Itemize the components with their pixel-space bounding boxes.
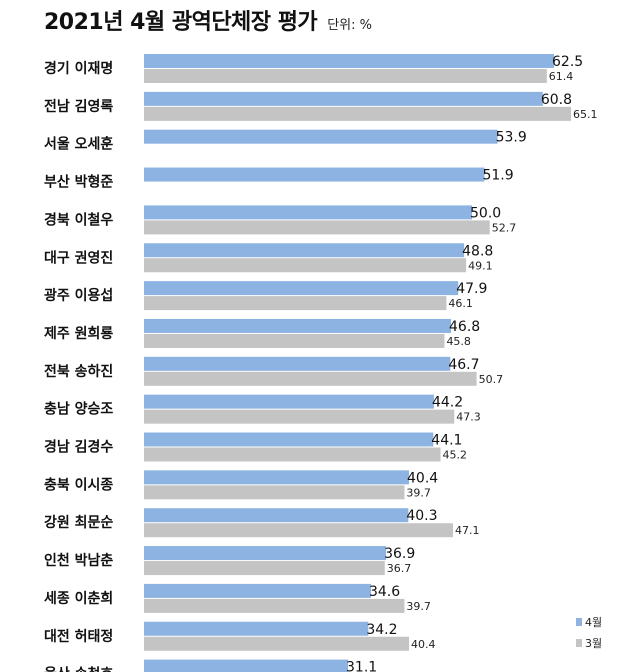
- legend-swatch-march: [576, 639, 582, 647]
- bar-april: [144, 356, 451, 371]
- bar-april: [144, 508, 409, 523]
- data-label-march: 65.1: [573, 108, 598, 121]
- bar-april: [144, 54, 554, 68]
- data-label-april: 40.3: [406, 508, 437, 524]
- data-label-april: 51.9: [482, 168, 513, 184]
- bar-april: [144, 621, 369, 636]
- bar-march: [144, 409, 455, 424]
- bar-april: [144, 281, 459, 296]
- data-label-april: 36.9: [384, 546, 415, 562]
- bar-april: [144, 129, 498, 144]
- data-label-april: 34.6: [369, 584, 400, 600]
- bar-march: [144, 485, 405, 500]
- bar-april: [144, 205, 472, 220]
- bar-april: [144, 394, 434, 409]
- data-label-april: 60.8: [541, 92, 572, 108]
- category-label: 경남 김경수: [44, 439, 113, 456]
- category-label: 충남 양승조: [44, 401, 113, 418]
- data-label-april: 62.5: [552, 54, 583, 70]
- bar-march: [144, 220, 490, 235]
- data-label-march: 36.7: [387, 562, 412, 575]
- bar-april: [144, 583, 371, 598]
- data-label-march: 61.4: [549, 70, 574, 83]
- data-label-april: 31.1: [346, 660, 377, 672]
- data-label-april: 48.8: [462, 243, 493, 259]
- data-label-april: 46.8: [449, 319, 480, 335]
- bar-april: [144, 470, 410, 485]
- data-label-march: 47.3: [456, 411, 481, 424]
- chart-header: 2021년 4월 광역단체장 평가 단위: %: [44, 4, 372, 38]
- bar-april: [144, 546, 387, 561]
- data-label-march: 50.7: [479, 373, 504, 386]
- category-label: 전남 김영록: [44, 98, 113, 115]
- legend-label-april: 4월: [585, 616, 602, 629]
- data-label-march: 40.4: [411, 638, 436, 651]
- bar-april: [144, 659, 349, 672]
- data-label-march: 47.1: [455, 524, 480, 537]
- bar-april: [144, 91, 543, 106]
- category-label: 부산 박형준: [44, 174, 113, 191]
- bar-april: [144, 432, 434, 447]
- category-label: 제주 원희룡: [44, 326, 113, 342]
- category-label: 울산 송철호: [44, 666, 113, 672]
- category-label: 강원 최문순: [44, 514, 113, 531]
- data-label-april: 44.2: [432, 395, 463, 411]
- data-label-april: 47.9: [456, 281, 487, 297]
- data-label-april: 40.4: [407, 470, 438, 486]
- bar-march: [144, 69, 547, 83]
- legend-swatch-april: [576, 618, 582, 626]
- bar-march: [144, 636, 410, 651]
- bar-march: [144, 333, 445, 348]
- bar-march: [144, 598, 405, 613]
- bar-march: [144, 258, 467, 273]
- category-label: 경북 이철우: [44, 211, 113, 228]
- chart-title: 2021년 4월 광역단체장 평가: [44, 10, 318, 35]
- data-label-april: 50.0: [470, 205, 501, 221]
- unit-label: 단위: %: [327, 18, 372, 33]
- bar-march: [144, 523, 453, 538]
- category-label: 대전 허태정: [44, 628, 113, 645]
- bar-april: [144, 167, 485, 182]
- data-label-march: 45.2: [443, 449, 468, 462]
- category-label: 세종 이춘희: [44, 590, 113, 607]
- bar-march: [144, 561, 385, 576]
- data-label-march: 39.7: [406, 486, 431, 499]
- bar-april: [144, 318, 452, 333]
- bar-march: [144, 447, 441, 462]
- data-label-march: 46.1: [448, 297, 473, 310]
- category-label: 광주 이용섭: [44, 287, 113, 304]
- category-label: 서울 오세훈: [44, 136, 113, 153]
- data-label-april: 34.2: [366, 622, 397, 638]
- bar-april: [144, 243, 465, 258]
- data-label-march: 52.7: [492, 221, 517, 234]
- bar-march: [144, 371, 477, 386]
- data-label-march: 45.8: [446, 335, 471, 348]
- category-label: 전북 송하진: [44, 363, 113, 380]
- data-label-march: 49.1: [468, 259, 493, 272]
- category-label: 경기 이재명: [44, 60, 113, 77]
- data-label-april: 44.1: [431, 433, 462, 449]
- bar-march: [144, 296, 447, 311]
- data-label-march: 39.7: [406, 600, 431, 613]
- category-label: 인천 박남춘: [44, 552, 113, 569]
- bar-march: [144, 106, 572, 121]
- data-label-april: 46.7: [448, 357, 479, 373]
- legend-label-march: 3월: [585, 637, 602, 650]
- data-label-april: 53.9: [496, 130, 527, 146]
- category-label: 대구 권영진: [44, 249, 113, 266]
- category-label: 충북 이시종: [44, 476, 113, 493]
